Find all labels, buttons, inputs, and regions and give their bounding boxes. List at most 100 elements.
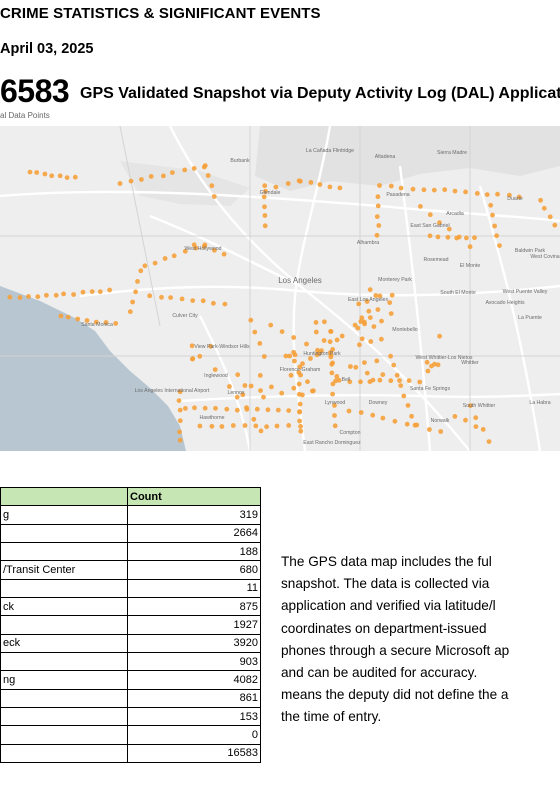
activity-point <box>437 220 442 226</box>
activity-point <box>177 418 183 424</box>
map-place-label: Monterey Park <box>378 277 412 283</box>
map-place-label: Culver City <box>172 313 198 319</box>
activity-point <box>327 184 333 190</box>
table-row: 11 <box>0 578 261 599</box>
activity-point <box>398 383 404 388</box>
activity-point <box>488 202 494 208</box>
activity-point <box>258 388 263 393</box>
activity-point <box>467 244 473 250</box>
activity-point <box>332 413 337 418</box>
activity-point <box>364 370 370 376</box>
activity-point <box>135 279 140 284</box>
map-place-label: Burbank <box>230 158 250 164</box>
activity-point <box>138 268 144 274</box>
activity-point <box>357 342 362 348</box>
activity-point <box>261 394 266 400</box>
activity-point <box>209 183 215 189</box>
map-place-label: Los Angeles <box>278 276 322 285</box>
activity-point <box>464 235 469 241</box>
table-row: 2664 <box>0 523 261 544</box>
activity-point <box>254 406 260 412</box>
activity-point <box>332 423 338 429</box>
table-total-row: 16583 <box>0 743 261 764</box>
activity-point <box>213 405 218 411</box>
activity-point <box>152 260 158 266</box>
activity-point <box>103 320 109 325</box>
map-place-label: Compton <box>339 430 360 436</box>
activity-point <box>275 407 281 413</box>
activity-point <box>57 173 63 179</box>
activity-point <box>285 181 291 186</box>
map-place-label: East Rancho Dominguez <box>303 440 361 446</box>
activity-point <box>274 423 280 429</box>
activity-point <box>162 256 168 261</box>
activity-point <box>388 353 393 359</box>
activity-point <box>291 335 297 340</box>
place-labels: La Cañada Flintridge Altadena Burbank Sierr… <box>81 148 560 446</box>
activity-point <box>401 393 407 399</box>
activity-point <box>89 289 95 294</box>
activity-point <box>127 309 133 315</box>
activity-point <box>547 214 553 220</box>
total-data-points-value: 6583 <box>0 73 70 109</box>
activity-point <box>368 339 374 344</box>
row-count: 319 <box>127 505 261 525</box>
activity-point <box>438 429 444 434</box>
row-label: g <box>0 505 128 525</box>
row-count: 875 <box>127 597 261 617</box>
activity-point <box>211 194 217 199</box>
activity-point <box>212 247 217 253</box>
activity-point <box>379 336 384 342</box>
activity-point <box>35 294 41 300</box>
activity-point <box>359 315 365 321</box>
report-date: April 03, 2025 <box>0 41 94 57</box>
row-label <box>0 523 128 544</box>
activity-point <box>398 185 404 191</box>
activity-point <box>329 370 335 376</box>
activity-point <box>182 167 188 173</box>
activity-point <box>355 325 361 331</box>
activity-point <box>353 364 359 370</box>
activity-point <box>494 233 499 239</box>
activity-point <box>230 423 236 428</box>
activity-point <box>367 287 373 292</box>
activity-point <box>454 235 460 241</box>
activity-point <box>287 353 293 359</box>
table-row: 153 <box>0 707 261 727</box>
map-place-label: La Cañada Flintridge <box>306 148 354 154</box>
map-place-label: South Whittier <box>463 403 496 409</box>
activity-point <box>93 319 99 325</box>
map-place-label: West Covina <box>530 254 559 260</box>
table-row: ng 4082 <box>0 670 261 690</box>
activity-point <box>300 361 305 367</box>
paragraph-line: The GPS data map includes the ful <box>281 554 492 569</box>
activity-point <box>291 385 297 391</box>
activity-point <box>347 379 353 385</box>
gps-activity-map[interactable]: La Cañada Flintridge Altadena Burbank Sierr… <box>0 126 560 451</box>
activity-point <box>359 336 365 342</box>
activity-point <box>297 418 302 424</box>
activity-point <box>446 226 452 232</box>
activity-point <box>244 405 249 410</box>
activity-point <box>418 204 423 209</box>
map-place-label: Whittier <box>461 360 479 366</box>
map-place-label: West Whittier-Los Nietos <box>416 355 473 361</box>
activity-point <box>473 424 479 429</box>
map-place-label: Hawthorne <box>199 415 224 421</box>
activity-point <box>262 183 268 189</box>
activity-point <box>234 407 240 413</box>
activity-point <box>389 292 395 298</box>
activity-point <box>240 392 246 398</box>
row-count: 3920 <box>127 633 261 654</box>
map-place-label: Glendale <box>260 190 281 196</box>
activity-point <box>330 347 336 352</box>
activity-point <box>495 191 500 197</box>
map-place-label: Lennox <box>227 390 244 396</box>
activity-point <box>348 364 353 369</box>
activity-point <box>480 427 486 432</box>
map-place-label: Rosemead <box>423 257 448 263</box>
table-row: ck 875 <box>0 597 261 617</box>
paragraph-line: means the deputy did not define the a <box>281 687 509 703</box>
activity-point <box>201 164 207 170</box>
table-row: 903 <box>0 652 261 672</box>
